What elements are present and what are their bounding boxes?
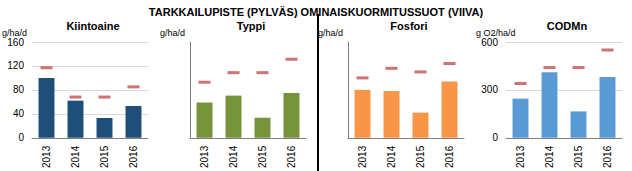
svg-text:TARKKAILUPISTE (PYLVÄS) OMINAI: TARKKAILUPISTE (PYLVÄS) OMINAISKUORMITUS…	[149, 6, 484, 18]
svg-text:0: 0	[18, 132, 24, 143]
svg-text:CODMn: CODMn	[547, 20, 588, 32]
svg-text:600: 600	[481, 37, 498, 48]
svg-text:2014: 2014	[544, 145, 555, 168]
svg-text:g/ha/d: g/ha/d	[160, 28, 185, 38]
svg-text:2016: 2016	[286, 145, 297, 168]
svg-text:g/ha/d: g/ha/d	[2, 27, 27, 38]
svg-text:80: 80	[13, 84, 25, 95]
svg-text:300: 300	[481, 84, 498, 95]
svg-text:2014: 2014	[228, 145, 239, 168]
svg-text:2014: 2014	[386, 145, 397, 168]
svg-text:2015: 2015	[573, 145, 584, 168]
svg-text:2013: 2013	[515, 145, 526, 168]
svg-text:Kiintoaine: Kiintoaine	[66, 20, 119, 32]
svg-text:2015: 2015	[257, 145, 268, 168]
svg-text:120: 120	[7, 60, 24, 71]
svg-text:2016: 2016	[602, 145, 613, 168]
svg-text:0: 0	[492, 132, 498, 143]
svg-text:g/ha/d: g/ha/d	[318, 28, 343, 38]
svg-text:40: 40	[13, 108, 25, 119]
svg-text:2013: 2013	[357, 145, 368, 168]
svg-text:160: 160	[7, 37, 24, 48]
svg-text:2014: 2014	[70, 145, 81, 168]
svg-text:2013: 2013	[41, 145, 52, 168]
svg-text:2015: 2015	[415, 145, 426, 168]
svg-text:g O2/ha/d: g O2/ha/d	[476, 27, 516, 38]
svg-text:2013: 2013	[199, 145, 210, 168]
svg-text:Typpi: Typpi	[237, 20, 266, 32]
svg-text:2016: 2016	[128, 145, 139, 168]
svg-text:Fosfori: Fosfori	[390, 20, 427, 32]
svg-text:2015: 2015	[99, 145, 110, 168]
svg-text:2016: 2016	[444, 145, 455, 168]
